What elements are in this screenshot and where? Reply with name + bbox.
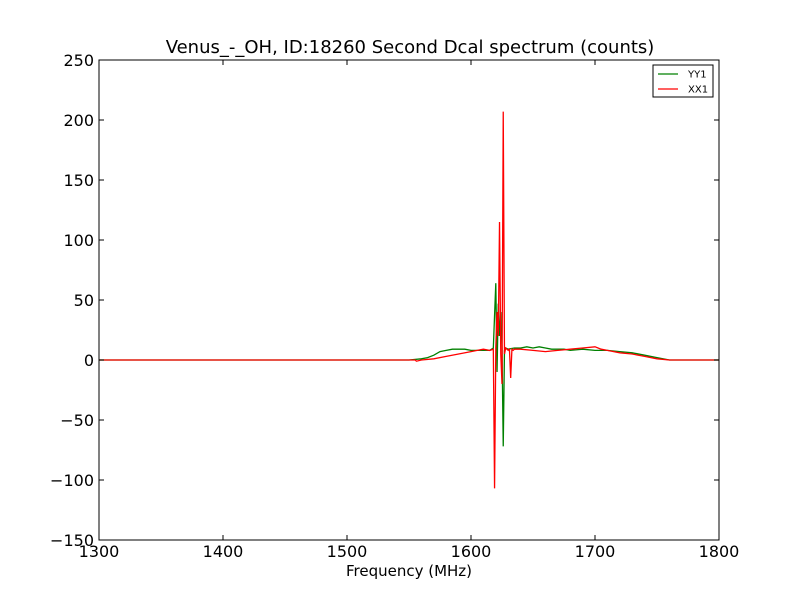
x-tick-label: 1300 bbox=[79, 542, 120, 561]
y-tick-label: −100 bbox=[50, 471, 94, 490]
x-tick-label: 1800 bbox=[699, 542, 740, 561]
y-tick-label: 200 bbox=[63, 111, 94, 130]
legend-label-xx1: XX1 bbox=[688, 85, 708, 96]
x-axis-label: Frequency (MHz) bbox=[346, 562, 472, 580]
plot-area bbox=[99, 60, 719, 540]
legend-box bbox=[652, 64, 714, 98]
x-tick-label: 1400 bbox=[203, 542, 244, 561]
x-tick-label: 1500 bbox=[327, 542, 368, 561]
series-layer bbox=[99, 111, 719, 489]
legend-label-yy1: YY1 bbox=[687, 70, 707, 81]
y-tick-label: 50 bbox=[74, 291, 94, 310]
tick-layer: 1300 1400 1500 1600 1700 1800 −150 −100 −50 0 50 10… bbox=[50, 51, 739, 561]
y-tick-label: 250 bbox=[63, 51, 94, 70]
plot-frame bbox=[98, 59, 720, 541]
y-tick-label: 150 bbox=[63, 171, 94, 190]
y-tick-label: −150 bbox=[50, 531, 94, 550]
series-line-yy1 bbox=[99, 283, 719, 447]
x-tick-label: 1600 bbox=[451, 542, 492, 561]
y-tick-label: −50 bbox=[60, 411, 94, 430]
series-line-xx1 bbox=[99, 111, 719, 489]
chart-title: Venus_-_OH, ID:18260 Second Dcal spectru… bbox=[166, 37, 655, 58]
y-tick-label: 100 bbox=[63, 231, 94, 250]
x-tick-label: 1700 bbox=[575, 542, 616, 561]
y-tick-label: 0 bbox=[84, 351, 94, 370]
